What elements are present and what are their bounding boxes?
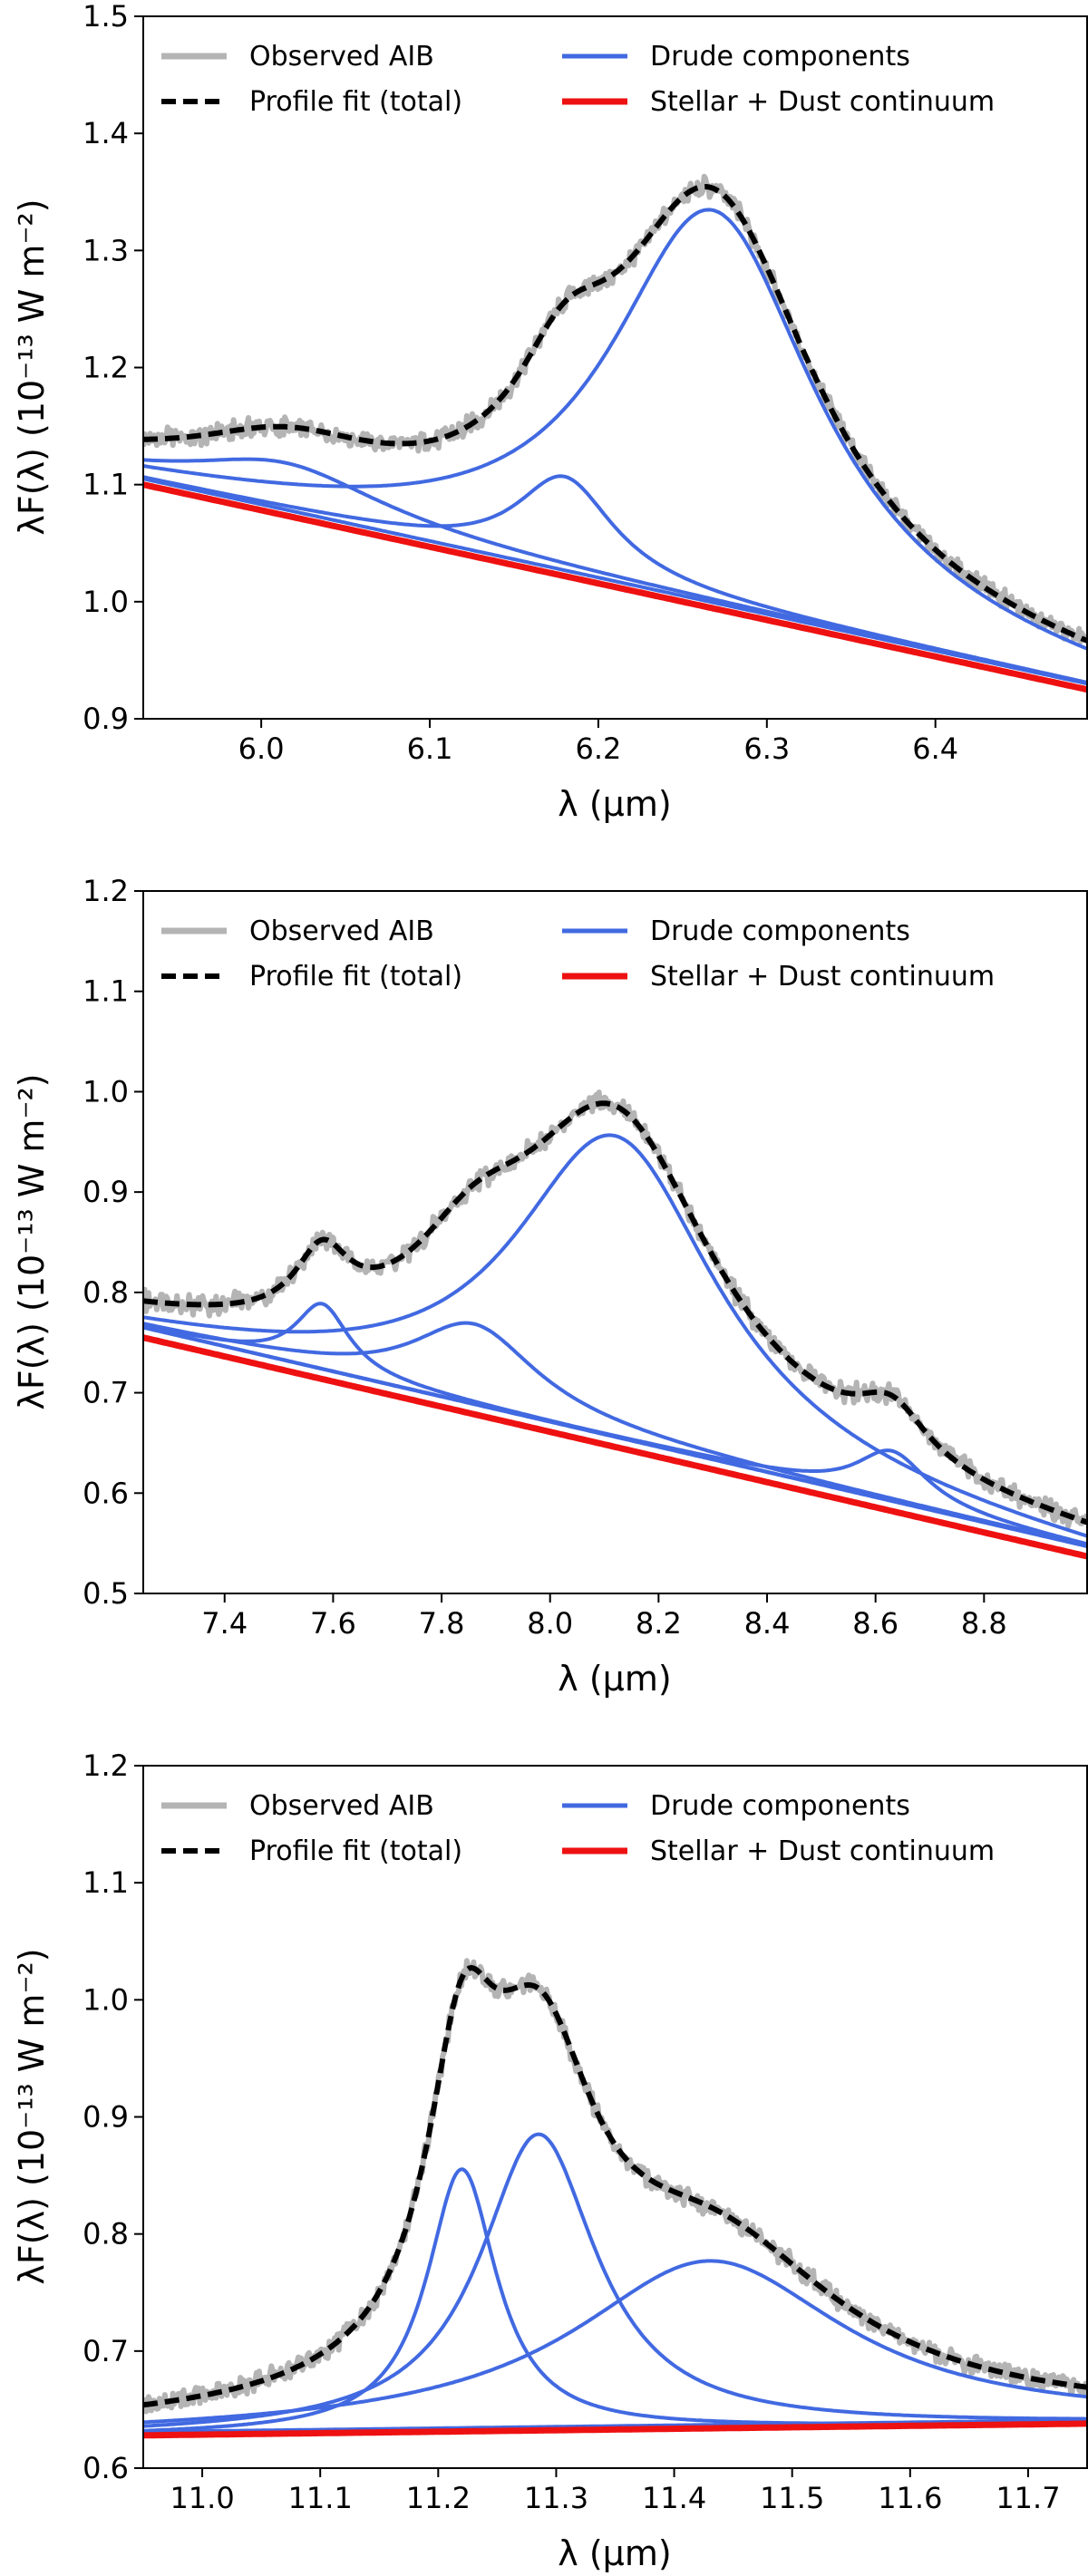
y-tick-label: 0.6 xyxy=(83,2451,129,2485)
y-tick-label: 1.0 xyxy=(83,1982,129,2017)
x-tick-label: 11.0 xyxy=(170,2481,234,2515)
panel-2: 7.4 7.6 7.8 8.0 8.2 8.4 8.6 8.8 0.5 0.6 0.7 0.8 0.9 1… xyxy=(12,874,1088,1699)
panel-1-curves xyxy=(143,173,1087,693)
y-tick-label: 1.2 xyxy=(83,874,129,908)
legend-fit-label: Profile fit (total) xyxy=(249,86,462,118)
panel-2-x-axis-label: λ (μm) xyxy=(558,1659,671,1699)
legend-continuum-label: Stellar + Dust continuum xyxy=(650,1835,995,1867)
x-tick-label: 8.2 xyxy=(636,1606,682,1641)
panel-1: 6.0 6.1 6.2 6.3 6.4 0.9 1.0 1.1 1.2 1.3 1.4 1.5 Obs… xyxy=(12,0,1088,824)
panel-3-ticks: 11.0 11.1 11.2 11.3 11.4 11.5 11.6 11.7 0.6 0.7 0.… xyxy=(83,1748,1060,2515)
x-tick-label: 8.4 xyxy=(744,1606,791,1641)
y-tick-label: 1.0 xyxy=(83,585,129,619)
panel-3-legend: Observed AIB Profile fit (total) Drude c… xyxy=(161,1790,995,1867)
legend-fit-label: Profile fit (total) xyxy=(249,961,462,993)
observed-aib-line xyxy=(143,173,1087,645)
drude-component-2-line xyxy=(143,1321,1087,1547)
panel-1-x-axis-label: λ (μm) xyxy=(558,784,671,824)
y-tick-label: 0.8 xyxy=(83,1275,129,1310)
y-tick-label: 0.9 xyxy=(83,2100,129,2135)
drude-component-3-line xyxy=(143,208,1087,651)
profile-fit-line xyxy=(143,183,1087,644)
y-tick-label: 0.7 xyxy=(83,1376,129,1410)
profile-fit-line xyxy=(143,1964,1087,2408)
continuum-line xyxy=(143,2420,1087,2439)
legend-observed-label: Observed AIB xyxy=(249,41,434,73)
observed-aib-line xyxy=(143,1089,1087,1529)
x-tick-label: 7.6 xyxy=(310,1606,356,1641)
y-tick-label: 1.2 xyxy=(83,351,129,385)
panel-1-axes-frame xyxy=(142,15,1088,720)
y-tick-label: 1.0 xyxy=(83,1074,129,1109)
y-tick-label: 1.4 xyxy=(83,116,129,150)
continuum-line xyxy=(143,481,1087,693)
panel-3: 11.0 11.1 11.2 11.3 11.4 11.5 11.6 11.7 0.6 0.7 0.… xyxy=(12,1748,1088,2573)
x-tick-label: 7.4 xyxy=(201,1606,248,1641)
observed-aib-line xyxy=(143,1958,1087,2415)
x-tick-label: 6.0 xyxy=(238,731,285,766)
legend-observed-label: Observed AIB xyxy=(249,915,434,947)
x-tick-label: 7.8 xyxy=(419,1606,465,1641)
panel-3-y-axis-label: λF(λ) (10⁻¹³ W m⁻²) xyxy=(12,1948,52,2284)
y-tick-label: 1.2 xyxy=(83,1748,129,1783)
drude-component-3-line xyxy=(143,1325,1087,1546)
y-tick-label: 1.3 xyxy=(83,233,129,267)
x-tick-label: 8.6 xyxy=(852,1606,899,1641)
legend-observed-label: Observed AIB xyxy=(249,1790,434,1822)
panel-1-legend: Observed AIB Profile fit (total) Drude c… xyxy=(161,41,995,118)
x-tick-label: 11.4 xyxy=(642,2481,706,2515)
panel-3-x-axis-label: λ (μm) xyxy=(558,2533,671,2573)
x-tick-label: 8.8 xyxy=(961,1606,1007,1641)
x-tick-label: 11.1 xyxy=(288,2481,353,2515)
legend-continuum-label: Stellar + Dust continuum xyxy=(650,86,995,118)
y-tick-label: 0.6 xyxy=(83,1476,129,1510)
x-tick-label: 6.1 xyxy=(407,731,453,766)
y-tick-label: 0.5 xyxy=(83,1576,129,1611)
y-tick-label: 0.9 xyxy=(83,1175,129,1209)
legend-drude-label: Drude components xyxy=(650,915,910,947)
drude-component-2-line xyxy=(143,2132,1087,2428)
y-tick-label: 0.8 xyxy=(83,2217,129,2252)
panel-3-curves xyxy=(143,1958,1087,2439)
y-tick-label: 1.1 xyxy=(83,468,129,502)
y-tick-label: 0.7 xyxy=(83,2334,129,2368)
drude-component-3-line xyxy=(143,2259,1087,2425)
x-tick-label: 11.2 xyxy=(406,2481,471,2515)
legend-fit-label: Profile fit (total) xyxy=(249,1835,462,1867)
panel-2-curves xyxy=(143,1089,1087,1560)
drude-component-1-line xyxy=(143,2167,1087,2433)
panel-1-y-axis-label: λF(λ) (10⁻¹³ W m⁻²) xyxy=(12,199,52,535)
y-tick-label: 1.1 xyxy=(83,1865,129,1900)
continuum-line xyxy=(143,1334,1087,1560)
x-tick-label: 11.5 xyxy=(760,2481,824,2515)
panel-2-legend: Observed AIB Profile fit (total) Drude c… xyxy=(161,915,995,993)
x-tick-label: 6.4 xyxy=(912,731,958,766)
y-tick-label: 1.5 xyxy=(83,0,129,34)
x-tick-label: 11.3 xyxy=(524,2481,588,2515)
x-tick-label: 6.2 xyxy=(575,731,621,766)
y-tick-label: 1.1 xyxy=(83,974,129,1009)
legend-continuum-label: Stellar + Dust continuum xyxy=(650,961,995,993)
x-tick-label: 11.7 xyxy=(996,2481,1060,2515)
legend-drude-label: Drude components xyxy=(650,41,910,73)
panel-1-ticks: 6.0 6.1 6.2 6.3 6.4 0.9 1.0 1.1 1.2 1.3 1.4 1.5 xyxy=(83,0,958,766)
x-tick-label: 11.6 xyxy=(878,2481,942,2515)
x-tick-label: 6.3 xyxy=(743,731,790,766)
panel-2-ticks: 7.4 7.6 7.8 8.0 8.2 8.4 8.6 8.8 0.5 0.6 0.7 0.8 0.9 1… xyxy=(83,874,1007,1641)
panel-2-y-axis-label: λF(λ) (10⁻¹³ W m⁻²) xyxy=(12,1073,52,1409)
panel-2-axes-frame xyxy=(142,890,1088,1594)
drude-component-4-line xyxy=(143,1133,1087,1538)
x-tick-label: 8.0 xyxy=(527,1606,573,1641)
drude-component-2-line xyxy=(143,474,1087,684)
profile-fit-line xyxy=(143,1100,1087,1525)
legend-drude-label: Drude components xyxy=(650,1790,910,1822)
y-tick-label: 0.9 xyxy=(83,702,129,736)
